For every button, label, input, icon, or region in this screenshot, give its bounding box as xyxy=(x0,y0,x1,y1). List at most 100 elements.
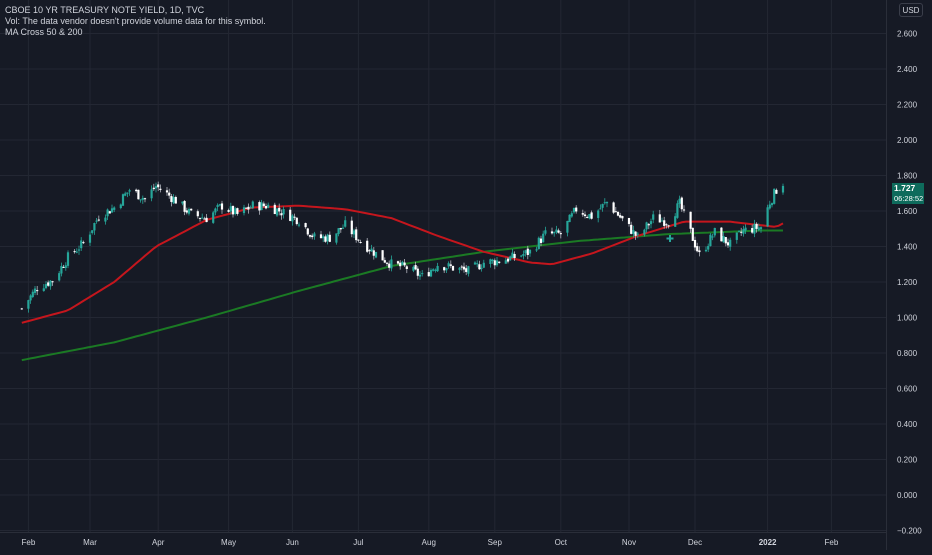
candle xyxy=(205,214,208,223)
candle-body xyxy=(247,206,250,210)
candle xyxy=(544,226,547,236)
candle-body xyxy=(181,201,184,204)
candle xyxy=(506,257,510,264)
candle xyxy=(737,230,741,233)
candle xyxy=(491,258,494,264)
candle xyxy=(627,217,631,227)
candle xyxy=(44,281,48,290)
candle-body xyxy=(93,223,96,231)
candle-body xyxy=(465,268,468,272)
candle xyxy=(696,242,699,253)
candle xyxy=(236,207,239,216)
x-tick-label: Mar xyxy=(83,538,97,547)
candle-body xyxy=(104,217,107,222)
y-tick-label: 1.000 xyxy=(897,314,918,323)
candle xyxy=(322,234,325,243)
candle-body xyxy=(183,200,186,212)
candle-body xyxy=(157,184,160,188)
candle-body xyxy=(126,192,129,194)
candle xyxy=(707,243,710,252)
candle xyxy=(753,219,756,238)
candle-body xyxy=(570,213,573,217)
candle xyxy=(553,231,556,237)
candle-body xyxy=(753,223,756,234)
candle-body xyxy=(359,241,362,243)
candle xyxy=(242,204,246,216)
candle-body xyxy=(597,210,600,218)
candle xyxy=(757,223,760,232)
candle xyxy=(652,210,655,224)
indicator-label[interactable]: MA Cross 50 & 200 xyxy=(5,27,83,37)
candle-body xyxy=(80,240,83,249)
candle xyxy=(262,201,265,208)
candle xyxy=(722,231,725,243)
symbol-title[interactable]: CBOE 10 YR TREASURY NOTE YIELD, 1D, TVC xyxy=(5,5,205,15)
candle-body xyxy=(58,273,61,281)
candle xyxy=(445,267,448,273)
candle xyxy=(341,224,345,230)
candle-body xyxy=(289,209,292,221)
candle-body xyxy=(660,220,664,222)
candle xyxy=(203,216,206,220)
candle-body xyxy=(236,208,239,214)
y-tick-label: 2.600 xyxy=(897,30,918,39)
candle-body xyxy=(322,236,325,239)
candle-body xyxy=(429,269,433,277)
candle xyxy=(689,211,692,233)
candle-body xyxy=(372,250,375,256)
candle-body xyxy=(201,217,204,219)
candle-body xyxy=(214,208,217,213)
candle xyxy=(680,196,683,212)
candle xyxy=(751,224,754,234)
candle-body xyxy=(588,214,591,219)
candle-body xyxy=(586,216,589,218)
candle xyxy=(295,217,298,226)
candle xyxy=(550,227,554,235)
candle-body xyxy=(704,249,708,252)
candle-body xyxy=(601,203,604,208)
series-ma-200 xyxy=(21,229,783,362)
candle-body xyxy=(506,258,510,262)
y-tick-label: 1.600 xyxy=(897,207,918,216)
candle xyxy=(60,262,63,277)
candle-body xyxy=(196,211,199,217)
candle xyxy=(775,188,778,195)
candle-body xyxy=(335,233,338,243)
x-tick-label: Jul xyxy=(353,538,363,547)
candle xyxy=(539,235,543,247)
candle-body xyxy=(414,265,417,270)
candle xyxy=(619,212,622,219)
candle xyxy=(478,260,481,270)
candle xyxy=(187,207,191,216)
x-tick-label: Feb xyxy=(825,538,839,547)
candle-body xyxy=(676,203,679,218)
candle-body xyxy=(251,201,254,209)
candle-body xyxy=(124,193,127,196)
candle xyxy=(368,249,371,255)
candle-body xyxy=(724,237,727,244)
candle-body xyxy=(385,262,389,264)
candle xyxy=(185,207,188,215)
candle-body xyxy=(458,267,461,270)
y-tick-label: 1.200 xyxy=(897,278,918,287)
x-tick-label: May xyxy=(221,538,236,547)
candle-body xyxy=(509,256,512,261)
candle-body xyxy=(627,217,631,224)
candle xyxy=(647,222,650,230)
candle-body xyxy=(436,265,439,272)
candle xyxy=(526,245,529,260)
candle xyxy=(755,222,758,233)
candle xyxy=(693,236,697,251)
candle-body xyxy=(42,288,45,291)
candle-body xyxy=(473,262,477,265)
candle-body xyxy=(476,263,479,265)
currency-button[interactable]: USD xyxy=(899,3,923,17)
candle xyxy=(636,231,639,239)
candle xyxy=(449,260,452,269)
y-tick-label: 0.200 xyxy=(897,456,918,465)
candle-body xyxy=(403,262,406,266)
candle xyxy=(47,280,50,287)
candle xyxy=(742,225,745,237)
